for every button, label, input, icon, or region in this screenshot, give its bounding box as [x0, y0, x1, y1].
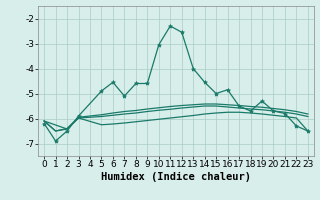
X-axis label: Humidex (Indice chaleur): Humidex (Indice chaleur)	[101, 172, 251, 182]
